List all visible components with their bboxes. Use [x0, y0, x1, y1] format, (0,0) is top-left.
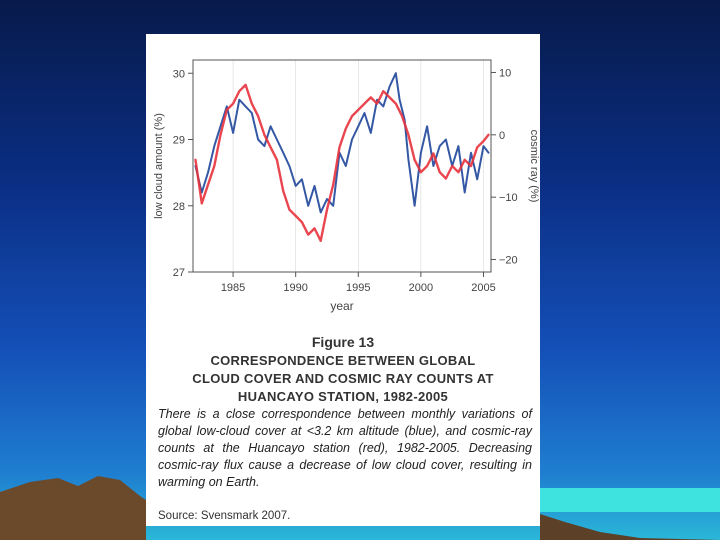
x-tick-label: 1995	[346, 282, 370, 294]
x-tick-label: 2000	[409, 282, 433, 294]
y-axis-label-left: low cloud amount (%)	[153, 113, 165, 219]
chart: 1985 1990 1995 2000 2005 27 28 29 30 10 0 −10 −20 ye…	[153, 59, 540, 313]
y-right-tick-label: −10	[499, 192, 518, 204]
figure-source: Source: Svensmark 2007.	[158, 510, 291, 522]
y-left-tick-label: 28	[173, 201, 185, 213]
mountain-range-right	[540, 514, 720, 540]
x-tick-label: 1985	[221, 282, 245, 294]
y-axis-label-right: cosmic ray (%)	[528, 130, 540, 203]
figure-title-line: CORRESPONDENCE BETWEEN GLOBAL	[210, 353, 476, 368]
y-right-tick-label: 0	[499, 130, 505, 142]
figure-title-line: HUANCAYO STATION, 1982-2005	[237, 389, 449, 404]
x-axis-label: year	[330, 299, 353, 313]
figure-card: 1985 1990 1995 2000 2005 27 28 29 30 10 0 −10 −20 ye…	[146, 34, 540, 526]
series-line-cloud	[194, 72, 490, 214]
plot-frame	[192, 59, 492, 273]
y-left-tick-label: 29	[173, 135, 185, 147]
series-line-cosmic	[194, 83, 490, 243]
figure-title-line: CLOUD COVER AND COSMIC RAY COUNTS AT	[192, 371, 494, 386]
y-left-tick-label: 27	[173, 267, 185, 279]
figure-title: CORRESPONDENCE BETWEEN GLOBAL CLOUD COVE…	[146, 352, 540, 406]
figure-caption: There is a close correspondence between …	[158, 407, 532, 489]
chart-series	[194, 72, 490, 243]
x-tick-label: 2005	[471, 282, 495, 294]
y-left-tick-label: 30	[173, 68, 185, 80]
chart-ticks: 1985 1990 1995 2000 2005 27 28 29 30 10 0 −10 −20	[173, 67, 518, 294]
chart-grid	[232, 60, 484, 272]
x-tick-label: 1990	[283, 282, 307, 294]
mountain-range	[0, 476, 146, 540]
sea-horizon	[540, 488, 720, 512]
figure-number: Figure 13	[311, 334, 375, 350]
y-right-tick-label: −20	[499, 255, 518, 267]
y-right-tick-label: 10	[499, 67, 511, 79]
